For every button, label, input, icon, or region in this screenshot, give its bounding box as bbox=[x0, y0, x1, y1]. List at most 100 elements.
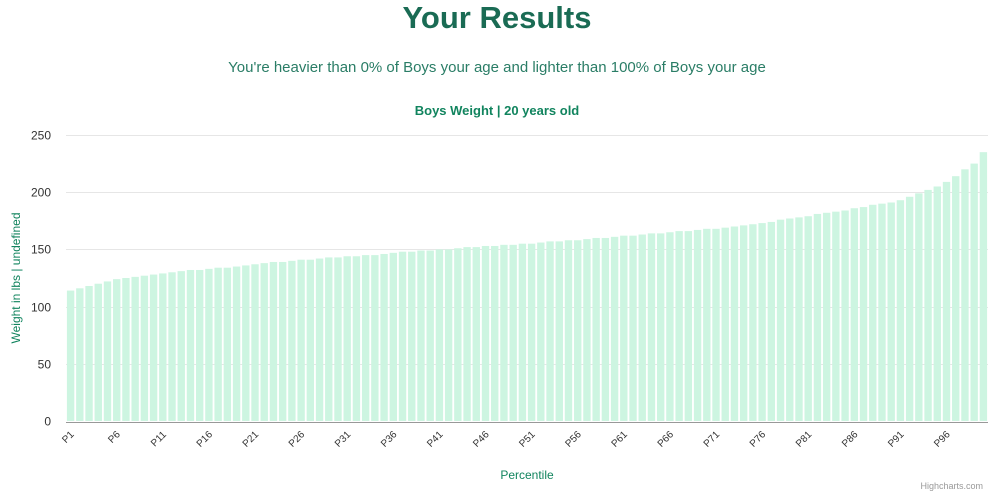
bar-p54[interactable] bbox=[555, 241, 563, 421]
bar-p72[interactable] bbox=[721, 227, 729, 421]
credits-link[interactable]: Highcharts.com bbox=[920, 481, 983, 491]
bar-p37[interactable] bbox=[398, 251, 407, 421]
bar-p100[interactable] bbox=[979, 152, 988, 421]
bar-p99[interactable] bbox=[970, 163, 978, 421]
bar-p63[interactable] bbox=[638, 234, 646, 421]
bar-p74[interactable] bbox=[739, 225, 748, 421]
bar-p3[interactable] bbox=[85, 286, 93, 421]
bar-p82[interactable] bbox=[813, 213, 822, 421]
bar-p67[interactable] bbox=[675, 231, 683, 421]
bar-p70[interactable] bbox=[703, 228, 711, 421]
bar-p45[interactable] bbox=[472, 247, 480, 421]
bar-p41[interactable] bbox=[435, 249, 444, 421]
bar-p87[interactable] bbox=[859, 207, 868, 421]
bar-p60[interactable] bbox=[610, 236, 619, 421]
bar-p98[interactable] bbox=[961, 169, 969, 421]
bar-p56[interactable] bbox=[574, 240, 582, 421]
bar-p81[interactable] bbox=[804, 216, 812, 421]
bar-p65[interactable] bbox=[657, 233, 665, 421]
bar-p36[interactable] bbox=[389, 252, 397, 421]
bar-p86[interactable] bbox=[850, 208, 858, 421]
bar-p78[interactable] bbox=[776, 219, 785, 421]
bar-p40[interactable] bbox=[426, 250, 434, 421]
bar-p89[interactable] bbox=[878, 203, 886, 421]
bar-p25[interactable] bbox=[288, 260, 296, 421]
bar-p61[interactable] bbox=[620, 235, 628, 421]
bar-p49[interactable] bbox=[509, 244, 517, 421]
bar-p14[interactable] bbox=[186, 269, 195, 421]
bar-p68[interactable] bbox=[684, 231, 693, 421]
bar-p73[interactable] bbox=[730, 226, 739, 421]
bar-p88[interactable] bbox=[869, 204, 877, 421]
bar-p12[interactable] bbox=[168, 272, 176, 421]
bar-p77[interactable] bbox=[767, 221, 776, 421]
bar-p47[interactable] bbox=[491, 245, 499, 421]
bar-p8[interactable] bbox=[131, 276, 139, 421]
bar-p28[interactable] bbox=[315, 258, 324, 421]
bar-p33[interactable] bbox=[361, 255, 370, 421]
bar-p66[interactable] bbox=[666, 232, 674, 421]
bar-p52[interactable] bbox=[537, 242, 545, 421]
bar-p97[interactable] bbox=[952, 176, 960, 421]
bar-p62[interactable] bbox=[629, 235, 637, 421]
bar-p30[interactable] bbox=[334, 257, 342, 421]
bar-p91[interactable] bbox=[896, 200, 905, 421]
bar-p75[interactable] bbox=[749, 224, 757, 421]
bar-p64[interactable] bbox=[647, 233, 656, 421]
bar-p38[interactable] bbox=[408, 251, 416, 421]
bar-p90[interactable] bbox=[887, 202, 895, 422]
bar-p69[interactable] bbox=[693, 229, 702, 421]
bar-p42[interactable] bbox=[444, 249, 453, 421]
bar-p80[interactable] bbox=[795, 217, 803, 421]
bar-p76[interactable] bbox=[758, 223, 766, 421]
bar-p31[interactable] bbox=[343, 256, 351, 421]
bar-p22[interactable] bbox=[260, 263, 268, 421]
bar-p29[interactable] bbox=[325, 257, 333, 421]
bar-p92[interactable] bbox=[905, 196, 914, 421]
bar-p4[interactable] bbox=[94, 283, 102, 421]
bar-p20[interactable] bbox=[242, 265, 250, 421]
bar-p95[interactable] bbox=[933, 186, 941, 421]
bar-p93[interactable] bbox=[915, 193, 923, 421]
bar-p23[interactable] bbox=[269, 261, 278, 421]
bar-p5[interactable] bbox=[103, 281, 112, 421]
bar-p24[interactable] bbox=[278, 261, 287, 421]
bar-p96[interactable] bbox=[942, 181, 951, 421]
bar-p2[interactable] bbox=[76, 288, 84, 421]
bar-p6[interactable] bbox=[113, 279, 121, 421]
bar-p27[interactable] bbox=[306, 259, 315, 421]
bar-p53[interactable] bbox=[546, 241, 554, 421]
bar-p19[interactable] bbox=[232, 266, 241, 421]
bar-p15[interactable] bbox=[196, 269, 204, 421]
bar-p83[interactable] bbox=[822, 212, 831, 421]
bar-p51[interactable] bbox=[527, 243, 536, 421]
bar-p48[interactable] bbox=[500, 244, 508, 421]
bar-p7[interactable] bbox=[122, 278, 130, 421]
bar-p46[interactable] bbox=[481, 245, 490, 421]
bar-p44[interactable] bbox=[463, 247, 471, 421]
bar-p59[interactable] bbox=[601, 237, 610, 421]
bar-series[interactable] bbox=[66, 152, 988, 422]
bar-p26[interactable] bbox=[297, 259, 305, 421]
bar-p84[interactable] bbox=[832, 211, 840, 421]
bar-p21[interactable] bbox=[251, 264, 259, 421]
bar-p58[interactable] bbox=[592, 237, 600, 421]
bar-p9[interactable] bbox=[140, 275, 149, 421]
bar-p16[interactable] bbox=[205, 268, 213, 421]
bar-p55[interactable] bbox=[564, 240, 573, 421]
bar-p43[interactable] bbox=[454, 248, 462, 421]
bar-p94[interactable] bbox=[924, 189, 932, 421]
bar-p35[interactable] bbox=[380, 253, 388, 421]
bar-p79[interactable] bbox=[786, 218, 794, 421]
bar-p13[interactable] bbox=[177, 271, 185, 421]
bar-p50[interactable] bbox=[518, 243, 527, 421]
bar-p71[interactable] bbox=[712, 228, 720, 421]
bar-p18[interactable] bbox=[223, 267, 232, 421]
bar-p11[interactable] bbox=[159, 273, 167, 421]
bar-p34[interactable] bbox=[371, 255, 379, 421]
bar-p57[interactable] bbox=[583, 239, 591, 421]
bar-p1[interactable] bbox=[66, 290, 75, 421]
bar-p39[interactable] bbox=[417, 250, 425, 421]
bar-p85[interactable] bbox=[841, 210, 849, 422]
bar-p10[interactable] bbox=[149, 274, 158, 421]
